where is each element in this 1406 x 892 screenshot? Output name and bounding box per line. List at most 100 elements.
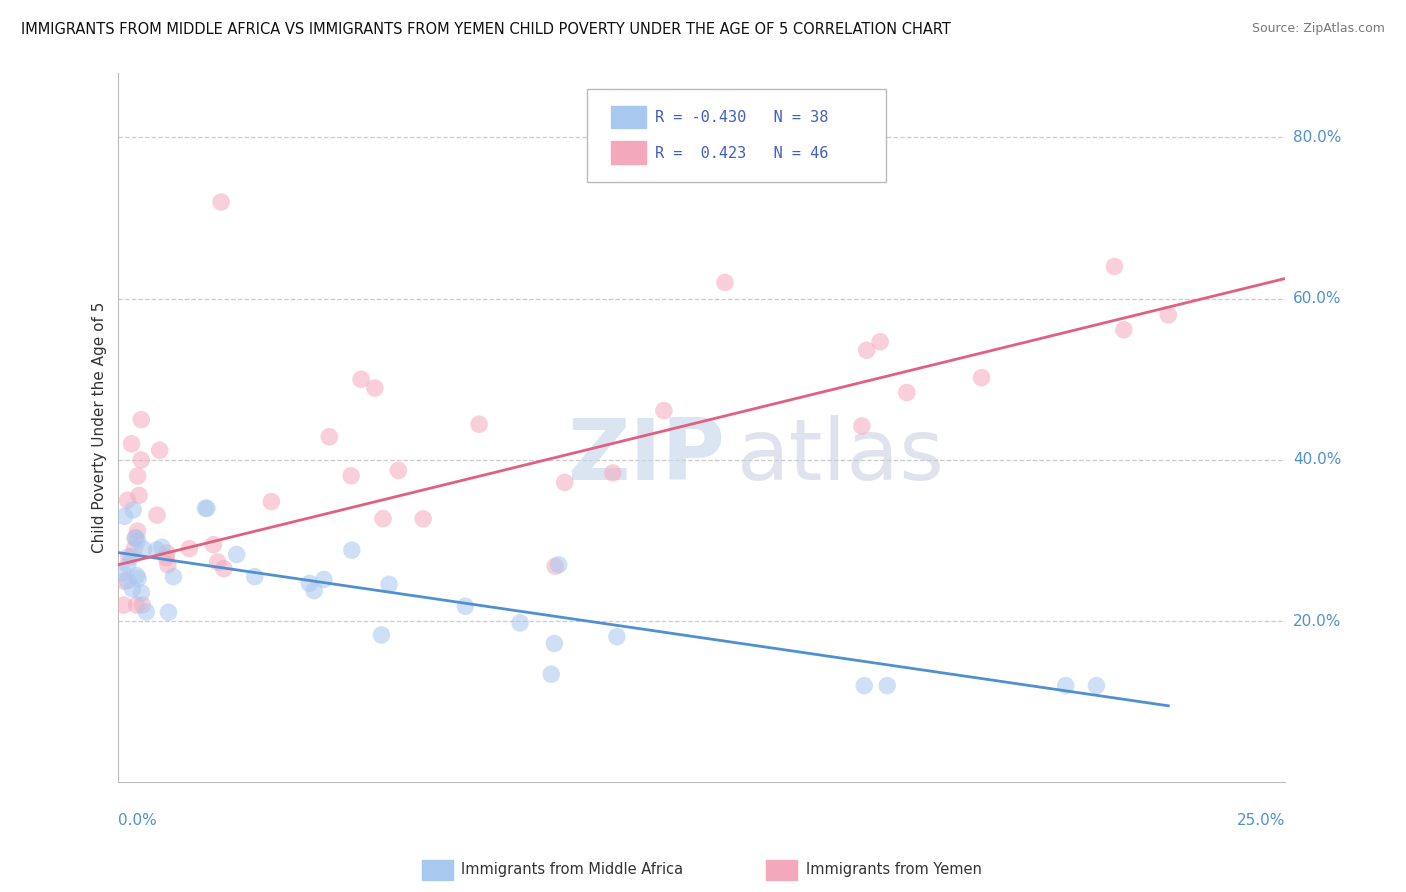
Point: [340, 543, 363, 558]
Point: [162, 570, 184, 584]
Point: [1085, 679, 1108, 693]
Point: [125, 568, 148, 582]
Point: [179, 541, 201, 556]
Point: [157, 605, 180, 619]
Text: Source: ZipAtlas.com: Source: ZipAtlas.com: [1251, 22, 1385, 36]
Point: [202, 538, 225, 552]
Point: [125, 598, 148, 612]
Point: [318, 430, 340, 444]
Point: [378, 577, 401, 591]
Text: 60.0%: 60.0%: [1294, 291, 1341, 306]
Point: [112, 574, 135, 589]
Point: [1104, 260, 1126, 274]
Text: Immigrants from Middle Africa: Immigrants from Middle Africa: [461, 863, 683, 877]
Point: [124, 531, 146, 545]
Point: [606, 630, 628, 644]
Point: [122, 503, 145, 517]
Point: [135, 605, 157, 619]
Point: [132, 541, 155, 556]
Point: [146, 508, 169, 523]
Point: [509, 615, 531, 630]
Point: [156, 558, 179, 572]
Point: [149, 443, 172, 458]
Text: atlas: atlas: [737, 415, 945, 498]
Point: [454, 599, 477, 614]
Point: [602, 466, 624, 480]
Point: [129, 412, 152, 426]
Point: [302, 583, 325, 598]
Point: [1157, 308, 1180, 322]
Point: [127, 572, 149, 586]
Point: [312, 573, 335, 587]
Point: [370, 628, 392, 642]
Point: [194, 501, 217, 516]
Point: [212, 562, 235, 576]
FancyBboxPatch shape: [610, 141, 645, 164]
Point: [128, 488, 150, 502]
Point: [131, 598, 153, 612]
Point: [145, 543, 167, 558]
Point: [112, 566, 135, 580]
FancyBboxPatch shape: [588, 88, 886, 181]
Text: 0.0%: 0.0%: [118, 813, 157, 828]
Text: ZIP: ZIP: [567, 415, 725, 498]
Point: [155, 550, 177, 565]
Point: [225, 548, 247, 562]
Point: [1112, 323, 1135, 337]
Point: [260, 494, 283, 508]
Point: [714, 276, 737, 290]
Y-axis label: Child Poverty Under the Age of 5: Child Poverty Under the Age of 5: [93, 302, 107, 553]
FancyBboxPatch shape: [610, 105, 645, 128]
Text: IMMIGRANTS FROM MIDDLE AFRICA VS IMMIGRANTS FROM YEMEN CHILD POVERTY UNDER THE A: IMMIGRANTS FROM MIDDLE AFRICA VS IMMIGRA…: [21, 22, 950, 37]
Point: [131, 586, 153, 600]
Point: [544, 559, 567, 574]
Point: [970, 370, 993, 384]
Point: [112, 598, 135, 612]
Point: [876, 679, 898, 693]
Point: [243, 569, 266, 583]
Point: [207, 555, 229, 569]
Point: [118, 549, 141, 564]
Point: [127, 469, 149, 483]
Point: [350, 372, 373, 386]
Text: Immigrants from Yemen: Immigrants from Yemen: [806, 863, 981, 877]
Point: [120, 549, 142, 564]
Point: [117, 558, 139, 572]
Point: [156, 546, 179, 560]
Point: [468, 417, 491, 432]
Point: [340, 468, 363, 483]
Point: [540, 667, 562, 681]
Point: [121, 582, 143, 596]
Point: [195, 501, 218, 516]
Text: R = -0.430   N = 38: R = -0.430 N = 38: [655, 111, 828, 125]
Point: [1054, 679, 1077, 693]
Point: [412, 512, 434, 526]
Point: [869, 334, 891, 349]
Point: [127, 524, 149, 538]
Point: [117, 574, 139, 588]
Text: 25.0%: 25.0%: [1237, 813, 1285, 828]
Point: [855, 343, 877, 358]
Point: [129, 453, 152, 467]
Point: [896, 385, 918, 400]
Text: 20.0%: 20.0%: [1294, 614, 1341, 629]
Point: [554, 475, 576, 490]
Point: [125, 531, 148, 545]
Point: [127, 533, 149, 548]
Point: [371, 511, 394, 525]
Point: [543, 636, 565, 650]
Point: [209, 194, 232, 209]
Point: [117, 493, 139, 508]
Point: [853, 679, 876, 693]
Text: R =  0.423   N = 46: R = 0.423 N = 46: [655, 145, 828, 161]
Point: [364, 381, 387, 395]
Point: [121, 437, 143, 451]
Point: [114, 509, 136, 524]
Point: [652, 403, 675, 417]
Point: [150, 541, 173, 555]
Point: [387, 463, 409, 477]
Point: [547, 558, 569, 572]
Point: [298, 576, 321, 591]
Point: [851, 419, 873, 434]
Point: [124, 541, 146, 556]
